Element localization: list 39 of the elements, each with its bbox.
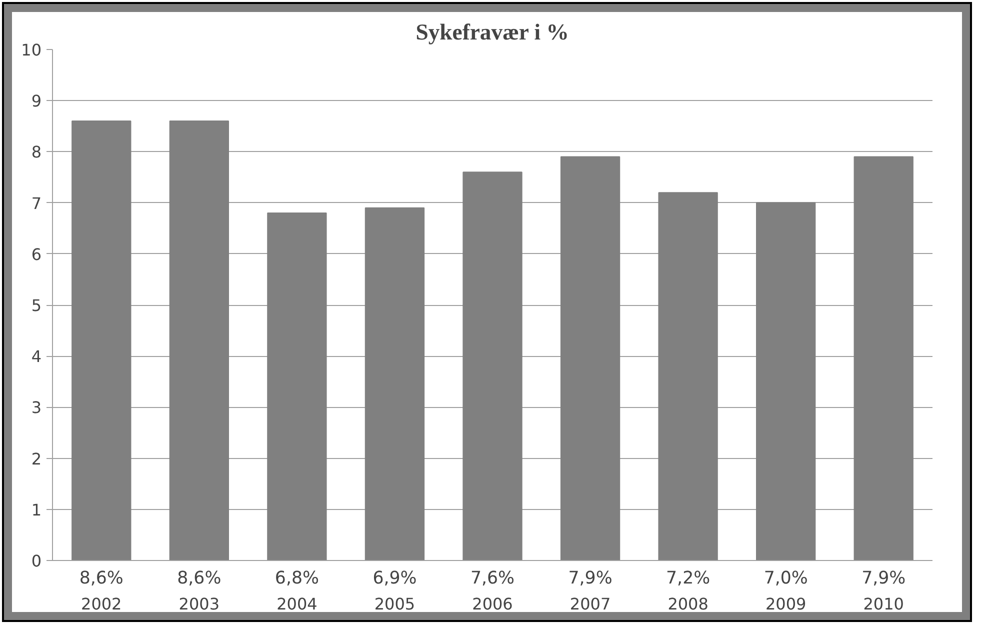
chart-title: Sykefravær i % [416, 20, 569, 44]
x-tick-label: 2003 [178, 594, 220, 614]
y-tick-label: 1 [31, 500, 42, 520]
data-label: 8,6% [79, 568, 124, 588]
bar [364, 207, 425, 560]
data-label: 8,6% [177, 568, 222, 588]
bar [756, 202, 816, 560]
bar [72, 120, 132, 560]
y-tick-label: 6 [31, 244, 42, 264]
y-tick-label: 0 [31, 552, 42, 570]
y-tick-label: 5 [31, 296, 42, 315]
x-tick-label: 2004 [276, 594, 318, 614]
data-label: 7,6% [470, 568, 515, 588]
x-tick-label: 2008 [668, 594, 708, 614]
bar [658, 192, 718, 560]
y-tick-label: 2 [31, 449, 42, 468]
y-tick-label: 4 [31, 347, 42, 366]
y-tick-label: 3 [31, 398, 42, 418]
x-tick-label: 2006 [472, 594, 513, 614]
bar [854, 156, 914, 560]
data-label: 7,2% [666, 568, 710, 588]
bar [462, 172, 522, 560]
y-tick-label: 8 [31, 142, 42, 162]
y-tick-label: 7 [31, 194, 42, 213]
data-label: 7,9% [568, 568, 612, 588]
y-tick-label: 9 [31, 92, 42, 111]
data-label: 6,9% [372, 568, 417, 588]
bar [560, 156, 620, 560]
x-tick-label: 2007 [570, 594, 611, 614]
bar [267, 212, 327, 560]
data-label: 7,0% [764, 568, 808, 588]
x-tick-label: 2002 [81, 594, 122, 614]
x-tick-label: 2010 [863, 594, 904, 614]
x-tick-label: 2005 [374, 594, 416, 614]
y-tick-label: 10 [21, 40, 42, 60]
bar [169, 120, 229, 560]
x-tick-label: 2009 [765, 594, 806, 614]
data-label: 7,9% [862, 568, 906, 588]
data-label: 6,8% [274, 568, 319, 588]
